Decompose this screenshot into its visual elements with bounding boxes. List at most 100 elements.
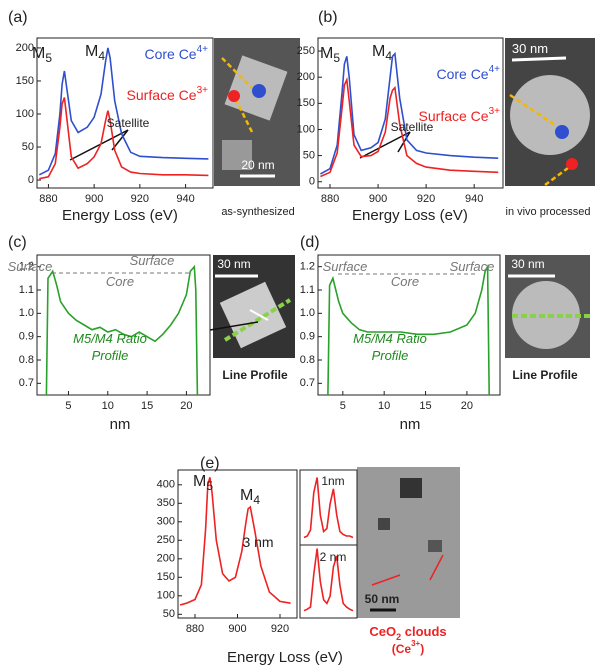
annotation-text: Profile bbox=[372, 348, 409, 363]
legend-name: Core Ce bbox=[144, 46, 196, 62]
annotation-text: in vivo processed bbox=[506, 206, 591, 218]
annotation-text: 1nm bbox=[321, 474, 344, 488]
y-tick-label: 1.2 bbox=[300, 261, 315, 273]
x-tick-label: 15 bbox=[141, 400, 153, 412]
y-tick-label: 1.2 bbox=[19, 261, 34, 273]
x-tick-label: 20 bbox=[461, 400, 473, 412]
y-tick-label: 200 bbox=[297, 71, 315, 83]
annotation: M5 bbox=[193, 473, 213, 493]
annotation: 1nm bbox=[321, 474, 344, 488]
annotation-text: M5/M4 Ratio bbox=[353, 331, 427, 346]
panel-label: (e) bbox=[200, 455, 220, 472]
x-tick-label: 20 bbox=[180, 400, 192, 412]
annotation: M4 bbox=[372, 43, 392, 63]
decoration bbox=[429, 554, 444, 581]
annotation-text: 2 nm bbox=[320, 550, 347, 564]
y-tick-label: 250 bbox=[157, 534, 175, 546]
annotation-text: 30 nm bbox=[217, 257, 250, 271]
legend-name: Surface Ce bbox=[127, 87, 197, 103]
series-line bbox=[303, 477, 354, 539]
annotation-text: Surface bbox=[130, 253, 175, 268]
x-axis-label: Energy Loss (eV) bbox=[352, 207, 468, 224]
annotation-text: 50 nm bbox=[365, 592, 400, 606]
annotation: M4 bbox=[85, 43, 105, 63]
decoration bbox=[209, 321, 259, 331]
y-tick-label: 1.1 bbox=[300, 284, 315, 296]
annotation-text: 30 nm bbox=[512, 41, 548, 56]
y-tick-label: 100 bbox=[16, 108, 34, 120]
y-tick-label: 150 bbox=[16, 75, 34, 87]
y-tick-label: 0 bbox=[28, 174, 34, 186]
annotation: 30 nm bbox=[512, 41, 548, 56]
y-tick-label: 350 bbox=[157, 497, 175, 509]
annotation: 30 nm bbox=[217, 257, 250, 271]
legend-name: Core Ce bbox=[436, 66, 488, 82]
annotation: 2 nm bbox=[320, 550, 347, 564]
x-tick-label: 880 bbox=[39, 193, 57, 205]
annotation-text: Surface bbox=[8, 259, 53, 274]
annotation: as-synthesized bbox=[221, 206, 294, 218]
x-tick-label: 940 bbox=[465, 193, 483, 205]
plot-frame bbox=[299, 544, 358, 619]
decoration bbox=[222, 140, 252, 170]
annotation: Core bbox=[391, 274, 419, 289]
annotation-sub: 5 bbox=[333, 51, 340, 65]
legend-entry: Surface Ce3+ bbox=[127, 85, 209, 103]
decoration bbox=[228, 90, 240, 102]
annotation-text: Surface bbox=[323, 259, 368, 274]
x-tick-label: 10 bbox=[378, 400, 390, 412]
annotation: Profile bbox=[92, 348, 129, 363]
annotation-text: M bbox=[320, 45, 333, 62]
x-tick-label: 920 bbox=[417, 193, 435, 205]
annotation-text: as-synthesized bbox=[221, 206, 294, 218]
series-line bbox=[179, 477, 291, 606]
panel-label: (c) bbox=[8, 234, 27, 251]
annotation: CeO2 clouds bbox=[369, 624, 446, 642]
series-line bbox=[320, 51, 499, 175]
decoration bbox=[566, 158, 578, 170]
series-line bbox=[45, 264, 199, 396]
y-tick-label: 200 bbox=[157, 553, 175, 565]
decoration bbox=[511, 56, 567, 62]
decoration bbox=[252, 84, 266, 98]
y-tick-label: 50 bbox=[303, 150, 315, 162]
annotation-sub: 5 bbox=[206, 479, 213, 493]
annotation-text: M bbox=[85, 43, 98, 60]
annotation: Satellite bbox=[107, 116, 150, 130]
y-tick-label: 0 bbox=[309, 176, 315, 188]
x-tick-label: 880 bbox=[186, 623, 204, 635]
x-tick-label: 920 bbox=[131, 193, 149, 205]
annotation-sup: 3+ bbox=[411, 639, 420, 648]
annotation: Satellite bbox=[391, 120, 434, 134]
x-tick-label: 900 bbox=[369, 193, 387, 205]
annotation-text: M bbox=[193, 473, 206, 490]
decoration bbox=[221, 57, 253, 89]
y-tick-label: 0.8 bbox=[19, 354, 34, 366]
annotation-text: M bbox=[32, 45, 45, 62]
x-tick-label: 10 bbox=[102, 400, 114, 412]
x-tick-label: 940 bbox=[176, 193, 194, 205]
annotation: (Ce3+) bbox=[392, 639, 424, 656]
annotation: Surface bbox=[323, 259, 368, 274]
legend-sup: 4+ bbox=[197, 44, 209, 55]
annotation: M5 bbox=[320, 45, 340, 65]
y-tick-label: 1.0 bbox=[300, 307, 315, 319]
y-tick-label: 250 bbox=[297, 45, 315, 57]
y-tick-label: 100 bbox=[157, 590, 175, 602]
y-tick-label: 150 bbox=[157, 571, 175, 583]
decoration bbox=[223, 298, 292, 342]
annotation-text: Satellite bbox=[107, 116, 150, 130]
legend-name: Surface Ce bbox=[419, 108, 489, 124]
panel-label: (b) bbox=[318, 9, 338, 26]
y-tick-label: 0.9 bbox=[300, 331, 315, 343]
annotation: Surface bbox=[130, 253, 175, 268]
annotation: Core bbox=[106, 274, 134, 289]
decoration bbox=[371, 574, 401, 586]
x-tick-label: 900 bbox=[228, 623, 246, 635]
annotation-text: Core bbox=[106, 274, 134, 289]
annotation: M5 bbox=[32, 45, 52, 65]
decoration bbox=[555, 125, 569, 139]
legend-sup: 4+ bbox=[489, 64, 501, 75]
annotation-text: Core bbox=[391, 274, 419, 289]
annotation: in vivo processed bbox=[506, 206, 591, 218]
